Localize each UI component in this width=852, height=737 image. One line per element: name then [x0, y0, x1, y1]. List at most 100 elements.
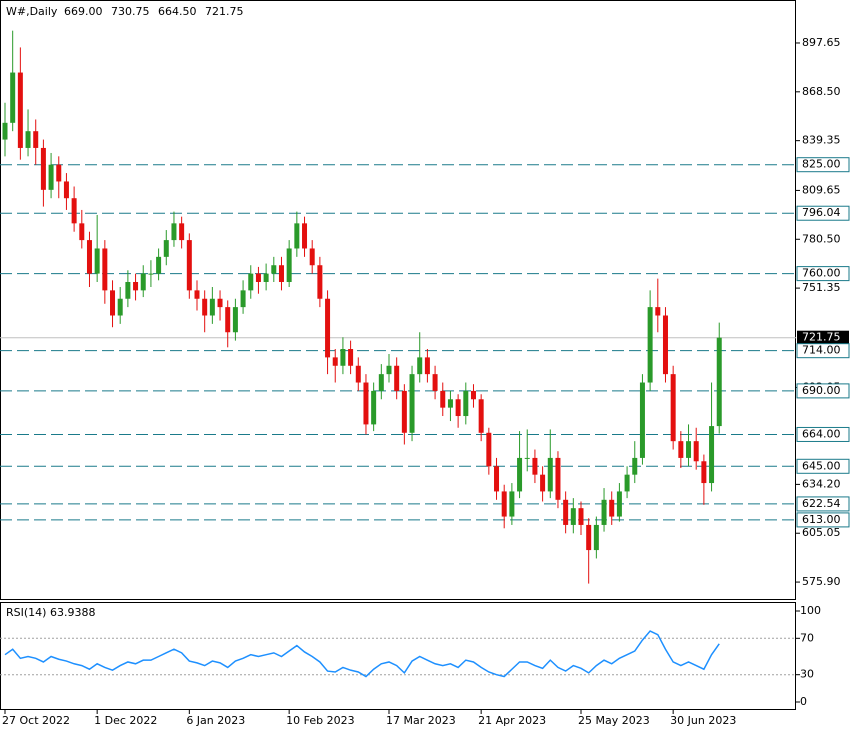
candle-body: [202, 298, 208, 316]
level-label: 796.04: [802, 206, 841, 219]
candle-body: [686, 441, 692, 458]
symbol: W#,Daily: [6, 5, 58, 18]
candle-body: [71, 198, 77, 224]
level-label: 645.00: [802, 459, 841, 472]
y-tick-label: 809.65: [802, 183, 841, 196]
candle-body: [440, 390, 446, 408]
candle-body: [655, 307, 661, 316]
header-ohlc: 721.75: [205, 5, 244, 18]
candle-body: [125, 281, 131, 299]
y-tick-label: 100: [800, 604, 821, 617]
rsi-line: [4, 630, 720, 678]
level-label: 613.00: [802, 513, 841, 526]
candle-body: [309, 248, 315, 266]
level-box: [796, 205, 850, 221]
candle-body: [709, 426, 715, 484]
candle-body: [248, 273, 254, 291]
y-tick-label: 897.65: [802, 36, 841, 49]
candle-body: [624, 474, 630, 492]
candle-body: [240, 290, 246, 308]
rsi-panel: [0, 602, 796, 710]
candle-body: [409, 374, 415, 433]
y-tick-label: 605.05: [802, 526, 841, 539]
rsi-value: 63.9388: [50, 606, 96, 619]
candle-body: [217, 298, 223, 308]
candle-body: [363, 382, 369, 425]
y-tick-label: 575.90: [802, 575, 841, 588]
candle-body: [447, 399, 453, 408]
x-tick-label: 1 Dec 2022: [94, 714, 157, 727]
candle-body: [517, 457, 523, 492]
candle-body: [662, 315, 668, 375]
candle-body: [25, 131, 31, 148]
candle-body: [609, 499, 615, 517]
y-tick-label: 0: [800, 695, 807, 708]
candle-body: [163, 240, 169, 257]
candle-body: [639, 382, 645, 458]
candle-body: [555, 457, 561, 500]
level-label: 825.00: [802, 158, 841, 171]
y-tick-label: 868.50: [802, 85, 841, 98]
candle-body: [94, 248, 100, 274]
level-label: 690.00: [802, 384, 841, 397]
rsi-name: RSI(14): [6, 606, 46, 619]
level-box: [796, 266, 850, 282]
candle-body: [540, 474, 546, 492]
x-tick-label: 6 Jan 2023: [186, 714, 245, 727]
candle-body: [179, 223, 185, 241]
candle-body: [110, 290, 116, 316]
y-tick-label: 839.35: [802, 134, 841, 147]
candle-body: [102, 248, 108, 291]
x-tick-label: 30 Jun 2023: [670, 714, 736, 727]
level-label: 760.00: [802, 267, 841, 280]
candle-body: [56, 164, 62, 182]
candle-body: [417, 357, 423, 375]
candle-body: [616, 491, 622, 517]
x-tick-label: 17 Mar 2023: [386, 714, 456, 727]
candle-body: [601, 499, 607, 525]
candle-body: [332, 357, 338, 366]
candle-body: [547, 457, 553, 492]
candle-body: [647, 307, 653, 383]
candle-body: [524, 457, 530, 459]
candle-body: [378, 374, 384, 391]
candle-body: [294, 223, 300, 249]
candle-body: [593, 524, 599, 551]
candle-body: [693, 441, 699, 462]
candle-body: [578, 508, 584, 525]
candle-body: [632, 457, 638, 475]
candle-body: [424, 357, 430, 375]
last-price-label: 721.75: [802, 331, 841, 344]
candle-body: [63, 181, 69, 199]
candle-body: [148, 273, 154, 275]
candle-body: [340, 349, 346, 366]
last-price-box: [797, 330, 849, 345]
candle-body: [494, 466, 500, 492]
level-label: 664.00: [802, 427, 841, 440]
candle-body: [263, 273, 269, 282]
candle-body: [317, 265, 323, 299]
x-tick-label: 10 Feb 2023: [286, 714, 354, 727]
level-label: 714.00: [802, 344, 841, 357]
candle-body: [325, 298, 331, 358]
candle-body: [670, 374, 676, 442]
candle-body: [133, 281, 139, 291]
candle-body: [232, 307, 238, 333]
x-tick-label: 21 Apr 2023: [478, 714, 546, 727]
candle-body: [286, 248, 292, 282]
candle-body: [470, 390, 476, 400]
y-tick-label: 634.20: [802, 477, 841, 490]
candle-body: [171, 223, 177, 241]
candle-body: [10, 72, 16, 123]
level-box: [796, 343, 850, 359]
candle-body: [386, 365, 392, 375]
candle-body: [117, 298, 123, 316]
level-box: [796, 157, 850, 173]
candle-body: [225, 307, 231, 333]
candle-body: [478, 399, 484, 433]
candle-body: [40, 147, 46, 190]
header-ohlc: 669.00: [64, 5, 103, 18]
candle-body: [486, 432, 492, 467]
